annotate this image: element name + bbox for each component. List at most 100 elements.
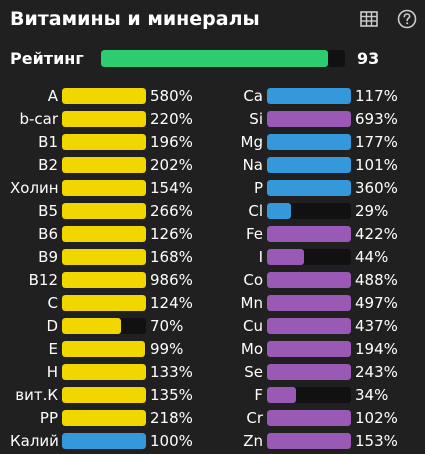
nutrient-bar [267,203,351,219]
nutrient-bar [62,249,146,265]
nutrient-label: вит.К [15,386,58,404]
nutrient-bar [267,295,351,311]
nutrient-bar [267,180,351,196]
nutrient-bar-fill [267,341,351,357]
nutrient-bar [267,387,351,403]
rating-value: 93 [357,49,380,68]
nutrient-bar [267,341,351,357]
rating-label: Рейтинг [10,49,84,68]
nutrient-value: 422% [355,225,398,243]
nutrient-bar-fill [62,410,146,426]
nutrient-label: B5 [38,202,58,220]
nutrient-bar [267,272,351,288]
nutrient-value: 70% [150,317,184,335]
nutrient-bar-fill [62,318,121,334]
nutrient-bar-fill [267,203,292,219]
panel-header: Витамины и минералы [10,6,420,34]
nutrient-value: 100% [150,432,193,450]
nutrient-bar [62,157,146,173]
nutrient-value: 437% [355,317,398,335]
nutrient-bar [62,364,146,380]
nutrient-label: B6 [38,225,58,243]
nutrient-value: 99% [150,340,184,358]
nutrient-bar-fill [267,433,351,449]
nutrient-bar-fill [62,433,146,449]
nutrient-label: F [254,386,263,404]
nutrient-value: 168% [150,248,193,266]
nutrient-bar [267,134,351,150]
nutrient-bar [62,180,146,196]
nutrient-bar [267,364,351,380]
nutrient-value: 177% [355,133,398,151]
nutrient-bar [62,387,146,403]
nutrient-bar-fill [62,249,146,265]
nutrient-bar [267,157,351,173]
nutrient-label: Ca [243,87,263,105]
nutrient-value: 153% [355,432,398,450]
nutrient-value: 126% [150,225,193,243]
nutrient-bar [62,272,146,288]
rating-row: Рейтинг 93 [10,48,420,72]
nutrient-label: Na [242,156,263,174]
nutrient-value: 117% [355,87,398,105]
nutrient-value: 34% [355,386,389,404]
nutrient-label: B1 [38,133,58,151]
nutrient-bar-fill [62,272,146,288]
nutrient-bar-fill [62,387,146,403]
nutrient-value: 135% [150,386,193,404]
rating-bar [101,50,345,67]
nutrient-value: 693% [355,110,398,128]
nutrient-bar-fill [267,364,351,380]
nutrient-value: 133% [150,363,193,381]
nutrient-bar [267,88,351,104]
nutrient-bar-fill [267,111,351,127]
nutrient-bar-fill [267,410,351,426]
nutrient-value: 580% [150,87,193,105]
nutrient-value: 196% [150,133,193,151]
nutrient-value: 154% [150,179,193,197]
nutrient-bar-fill [267,318,351,334]
nutrient-label: Mn [240,294,263,312]
nutrient-bar-fill [62,203,146,219]
nutrient-bar [62,318,146,334]
nutrient-label: Fe [245,225,263,243]
nutrient-value: 220% [150,110,193,128]
nutrient-bar-fill [267,226,351,242]
nutrient-label: B2 [38,156,58,174]
nutrient-label: Mo [240,340,263,358]
nutrient-bar-fill [267,387,296,403]
nutrient-label: E [48,340,58,358]
nutrient-label: Cl [248,202,263,220]
nutrient-bar [62,88,146,104]
nutrient-value: 202% [150,156,193,174]
nutrient-value: 218% [150,409,193,427]
nutrient-label: Se [244,363,263,381]
nutrient-value: 266% [150,202,193,220]
nutrient-bar-fill [267,157,351,173]
nutrient-value: 243% [355,363,398,381]
nutrient-bar-fill [62,364,146,380]
nutrient-label: Mg [240,133,263,151]
help-circle-icon[interactable] [396,8,418,30]
nutrient-label: Cr [246,409,263,427]
nutrient-bar-fill [267,295,351,311]
nutrient-label: B12 [28,271,58,289]
nutrient-bar [267,249,351,265]
nutrient-bar-fill [62,157,146,173]
nutrient-bar [62,341,146,357]
nutrient-value: 497% [355,294,398,312]
nutrient-bar-fill [62,226,146,242]
nutrient-value: 986% [150,271,193,289]
nutrient-bar [267,433,351,449]
nutrient-label: C [47,294,58,312]
nutrient-bar-fill [62,134,146,150]
nutrient-bar [62,410,146,426]
nutrient-value: 101% [355,156,398,174]
nutrient-bar [62,203,146,219]
nutrient-value: 44% [355,248,389,266]
nutrient-bar [267,111,351,127]
nutrient-label: P [253,179,263,197]
table-icon[interactable] [358,8,380,30]
panel-title: Витамины и минералы [10,8,260,30]
nutrient-label: Холин [10,179,59,197]
